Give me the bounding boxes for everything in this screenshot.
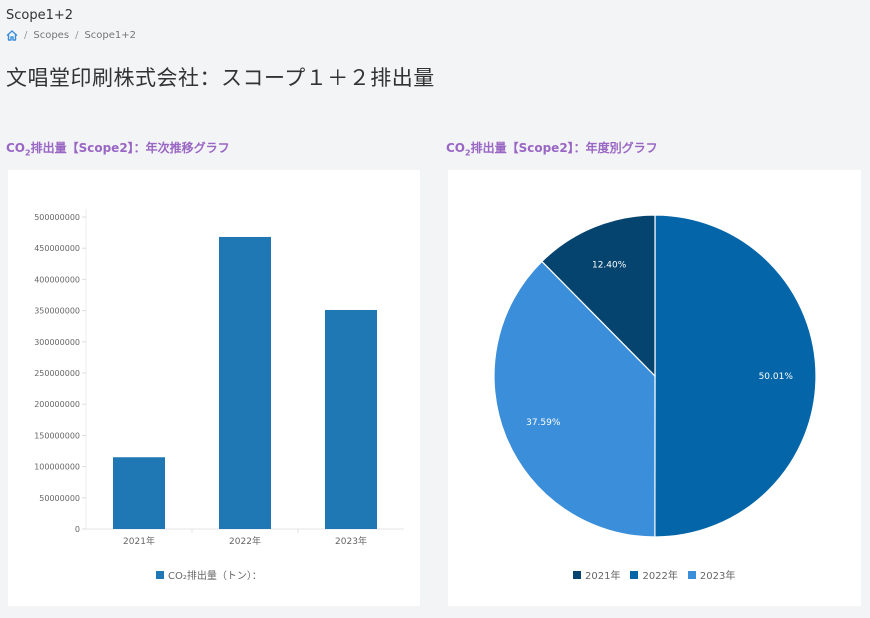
breadcrumb-scopes[interactable]: Scopes [33,30,70,41]
legend-label: 2021年 [585,571,621,582]
pie-slice-2021年[interactable] [541,214,656,378]
pie-chart: 50.01% 37.59% 12.40% [493,214,817,538]
y-tick-label: 450000000 [34,244,80,253]
bar-chart: 0 50000000 100000000 150000000 200000000 2500… [34,209,404,547]
home-icon[interactable] [6,30,18,41]
x-tick-label: 2023年 [335,535,367,547]
y-tick-label: 500000000 [34,213,80,222]
breadcrumb-separator: / [24,30,28,41]
title-text: 排出量【Scope2】：年度別グラフ [470,141,658,155]
legend-item-2022[interactable]: 2022年 [630,567,678,582]
page-title: 文唱堂印刷株式会社：スコープ１＋２排出量 [6,66,435,90]
x-tick-label: 2022年 [229,535,261,547]
bar-2022年[interactable] [219,236,271,529]
legend-swatch [687,570,696,579]
legend-swatch [156,570,164,579]
y-tick-label: 300000000 [34,338,80,347]
pie-chart-title: CO2排出量【Scope2】：年度別グラフ [446,139,658,157]
legend-swatch [573,570,581,579]
breadcrumb-current: Scope1+2 [84,30,137,41]
legend-label: 2022年 [642,571,678,582]
pie-legend: 2021年 2022年 2023年 [573,567,741,582]
legend-item-2023[interactable]: 2023年 [687,567,736,582]
pie-slice-2023年[interactable] [493,260,656,538]
x-tick-label: 2021年 [123,535,155,547]
bar-chart-card: 0 50000000 100000000 150000000 200000000 2500… [8,170,420,606]
pie-chart-card: 50.01% 37.59% 12.40% 2021年 2022年 2023年 [448,170,861,606]
y-tick-label: 350000000 [34,307,80,316]
y-tick-label: 200000000 [34,400,80,409]
y-tick-label: 400000000 [34,275,80,284]
title-co: CO [446,141,466,155]
title-text: 排出量【Scope2】：年次推移グラフ [30,141,230,155]
pie-slice-label: 50.01% [759,372,794,382]
bar-2023年[interactable] [325,309,377,529]
bar-legend: CO₂排出量（トン）： [156,567,262,582]
pie-slice-label: 37.59% [526,418,561,428]
y-tick-label: 250000000 [34,369,80,378]
title-subscript: 2 [25,148,31,158]
pie-slice-2022年[interactable] [654,214,817,538]
legend-label[interactable]: CO₂排出量（トン）： [168,571,262,582]
y-tick-label: 0 [75,525,80,534]
y-tick-label: 150000000 [34,431,80,440]
title-subscript: 2 [465,148,471,158]
legend-item-2021[interactable]: 2021年 [573,567,620,582]
bar-chart-title: CO2排出量【Scope2】：年次推移グラフ [6,139,230,157]
breadcrumb-separator: / [75,30,79,41]
legend-label: 2023年 [699,571,736,582]
y-tick-label: 100000000 [34,463,80,472]
y-tick-label: 50000000 [39,494,80,503]
bar-2021年[interactable] [113,457,165,529]
legend-swatch [630,570,639,579]
page-label: Scope1+2 [6,8,74,23]
breadcrumb: / Scopes / Scope1+2 [6,30,136,41]
title-co: CO [6,141,26,155]
pie-slice-label: 12.40% [592,260,627,270]
